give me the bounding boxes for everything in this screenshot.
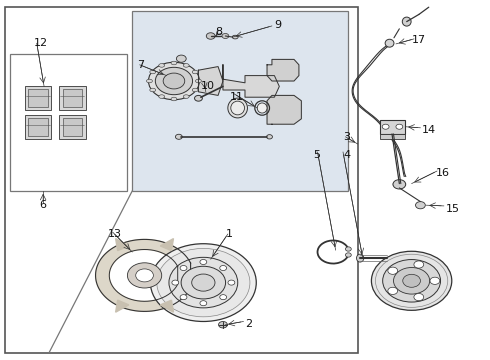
Circle shape: [388, 267, 398, 274]
Circle shape: [200, 260, 207, 265]
Circle shape: [388, 287, 398, 294]
Circle shape: [414, 293, 424, 301]
Circle shape: [345, 253, 351, 257]
Bar: [28, 89, 48, 107]
Ellipse shape: [231, 101, 245, 115]
Bar: [63, 89, 82, 107]
Polygon shape: [267, 59, 299, 81]
Ellipse shape: [232, 35, 238, 39]
Polygon shape: [160, 239, 173, 251]
Bar: [28, 118, 48, 136]
Circle shape: [181, 266, 225, 299]
Polygon shape: [116, 300, 129, 312]
Ellipse shape: [257, 103, 267, 113]
Ellipse shape: [356, 254, 364, 262]
Ellipse shape: [195, 95, 202, 101]
Circle shape: [219, 321, 227, 328]
Polygon shape: [267, 95, 301, 124]
Text: 13: 13: [108, 229, 122, 239]
Ellipse shape: [159, 95, 165, 98]
Circle shape: [382, 124, 389, 129]
Ellipse shape: [159, 64, 165, 67]
Bar: [63, 118, 82, 136]
Bar: [380, 120, 405, 134]
Bar: [132, 11, 348, 191]
Polygon shape: [116, 239, 129, 251]
Circle shape: [136, 269, 153, 282]
Circle shape: [192, 274, 215, 291]
Circle shape: [430, 277, 440, 284]
Polygon shape: [160, 300, 173, 312]
Ellipse shape: [402, 17, 411, 26]
Circle shape: [148, 62, 199, 100]
Text: 10: 10: [201, 81, 215, 91]
Bar: [59, 86, 86, 110]
Ellipse shape: [150, 88, 156, 92]
Circle shape: [416, 202, 425, 209]
Ellipse shape: [150, 70, 156, 74]
Ellipse shape: [267, 135, 272, 139]
Circle shape: [396, 124, 403, 129]
Bar: [24, 86, 51, 110]
Text: 11: 11: [230, 92, 245, 102]
Circle shape: [403, 274, 420, 287]
Ellipse shape: [175, 134, 182, 139]
Text: 15: 15: [446, 204, 460, 214]
Ellipse shape: [196, 79, 201, 83]
Polygon shape: [96, 239, 191, 311]
Text: 16: 16: [436, 168, 450, 178]
Circle shape: [163, 73, 185, 89]
Circle shape: [393, 180, 406, 189]
Circle shape: [222, 33, 229, 39]
Circle shape: [200, 301, 207, 306]
Ellipse shape: [183, 95, 189, 98]
Polygon shape: [198, 67, 223, 95]
Bar: [10, 54, 127, 191]
Bar: [5, 7, 358, 353]
Circle shape: [228, 280, 235, 285]
Ellipse shape: [171, 61, 177, 65]
Circle shape: [393, 267, 430, 294]
Text: 14: 14: [421, 125, 436, 135]
Ellipse shape: [171, 97, 177, 101]
Ellipse shape: [228, 98, 247, 118]
Bar: [380, 134, 405, 139]
Text: 17: 17: [412, 35, 426, 45]
Text: 1: 1: [225, 229, 232, 239]
Circle shape: [206, 33, 215, 39]
Text: 6: 6: [39, 200, 46, 210]
Text: 8: 8: [216, 27, 223, 37]
Bar: [59, 115, 86, 139]
Circle shape: [155, 67, 193, 95]
Circle shape: [383, 260, 441, 302]
Text: 4: 4: [343, 150, 350, 160]
Circle shape: [176, 55, 186, 62]
Circle shape: [157, 248, 250, 317]
Text: 5: 5: [314, 150, 320, 160]
Circle shape: [220, 294, 226, 300]
Ellipse shape: [147, 79, 152, 83]
Ellipse shape: [192, 70, 198, 74]
Circle shape: [220, 266, 226, 271]
Polygon shape: [223, 65, 279, 97]
Circle shape: [180, 294, 187, 300]
Ellipse shape: [183, 64, 189, 67]
Circle shape: [172, 280, 179, 285]
Ellipse shape: [385, 39, 394, 47]
Bar: [24, 115, 51, 139]
Circle shape: [169, 257, 238, 308]
Text: 3: 3: [343, 132, 350, 142]
Ellipse shape: [192, 88, 198, 92]
Circle shape: [414, 261, 424, 268]
Text: 2: 2: [245, 319, 252, 329]
Circle shape: [150, 244, 256, 321]
Circle shape: [127, 263, 162, 288]
Circle shape: [371, 251, 452, 310]
Circle shape: [345, 247, 351, 251]
Ellipse shape: [393, 181, 405, 188]
Text: 12: 12: [34, 38, 49, 48]
Text: 7: 7: [137, 60, 145, 70]
Circle shape: [180, 266, 187, 271]
Text: 9: 9: [274, 20, 282, 30]
